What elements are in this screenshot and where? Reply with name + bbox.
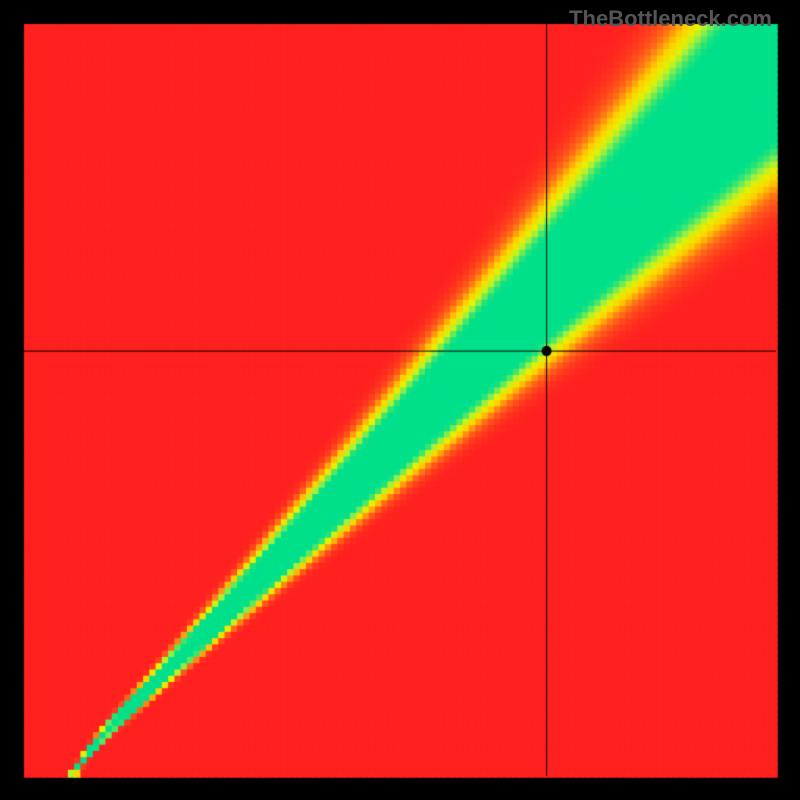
bottleneck-heatmap (0, 0, 800, 800)
chart-container: TheBottleneck.com (0, 0, 800, 800)
watermark-label: TheBottleneck.com (569, 6, 772, 32)
